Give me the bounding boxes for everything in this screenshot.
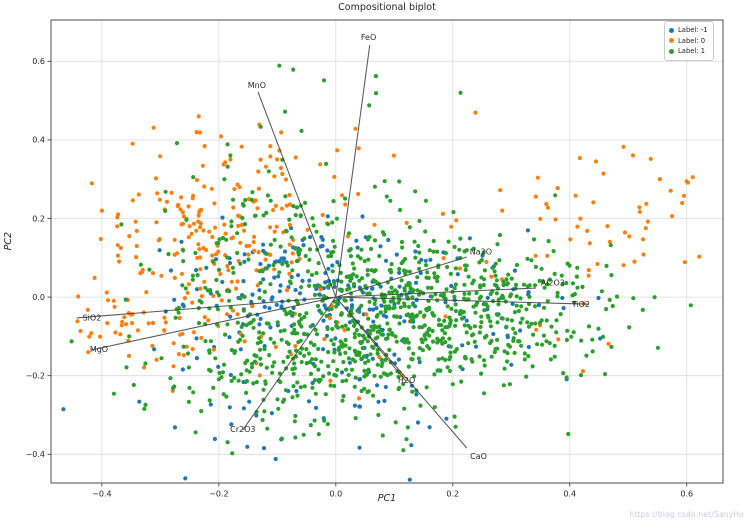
vector-Al2O3 — [335, 287, 536, 298]
legend-entry-label-0: Label: 0 — [669, 36, 708, 47]
y-tick-label: 0.0 — [32, 293, 45, 302]
legend-marker-blue-icon — [669, 27, 674, 33]
vector-MgO — [90, 296, 336, 351]
y-tick-label: 0.2 — [32, 214, 45, 223]
vector-Cr2O3 — [242, 296, 337, 431]
legend-entry-label: Label: 1 — [678, 47, 706, 55]
vector-Na2O — [335, 256, 467, 298]
vector-label-Na2O: Na2O — [470, 248, 492, 257]
loading-vectors — [76, 45, 590, 449]
y-tick-label: 0.4 — [32, 136, 45, 145]
watermark-url: https://blog.csdn.net/SanyHo — [629, 510, 744, 519]
x-tick-label: 0.6 — [680, 490, 693, 499]
vector-CaO — [335, 296, 468, 449]
legend-marker-orange-icon — [669, 38, 674, 44]
vector-label-CaO: CaO — [470, 452, 487, 461]
vector-label-MnO: MnO — [248, 81, 266, 90]
x-tick-label: 0.2 — [446, 490, 459, 499]
chart-title: Compositional biplot — [338, 2, 436, 13]
scatter-series-2 — [69, 63, 693, 456]
vector-SiO2 — [76, 296, 336, 319]
y-tick-label: 0.6 — [32, 57, 45, 66]
legend-entry-label-neg1: Label: -1 — [669, 25, 708, 36]
vector-MnO — [257, 91, 337, 298]
ticks-and-labels: −0.4 −0.2 0.0 0.2 0.4 0.6 −0.4 −0.2 0.0 0.2 0.4 0.6 — [26, 57, 694, 498]
legend-entry-label: Label: -1 — [678, 26, 708, 34]
y-tick-label: −0.4 — [26, 450, 45, 459]
legend-entry-label-1: Label: 1 — [669, 46, 708, 57]
legend-entry-label: Label: 0 — [678, 36, 706, 45]
x-tick-label: −0.2 — [209, 490, 228, 499]
x-tick-label: 0.4 — [563, 490, 576, 499]
x-tick-label: 0.0 — [329, 490, 342, 499]
vector-FeO — [335, 45, 371, 298]
vector-label-H2O: H2O — [398, 376, 415, 385]
legend: Label: -1 Label: 0 Label: 1 — [664, 21, 714, 61]
vector-label-Al2O3: Al2O3 — [541, 279, 565, 288]
vector-label-TiO2: TiO2 — [571, 300, 590, 309]
axes-spines — [50, 19, 724, 484]
gridlines — [51, 20, 723, 483]
loading-vector-labels: FeO MnO Na2O Al2O3 TiO2 SiO2 MgO H2O Cr2O3 CaO — [83, 33, 590, 461]
vector-label-MgO: MgO — [90, 345, 108, 354]
y-tick-label: −0.2 — [26, 372, 45, 381]
vector-label-Cr2O3: Cr2O3 — [230, 425, 255, 434]
y-axis-label: PC2 — [3, 232, 14, 251]
x-tick-label: −0.4 — [92, 490, 111, 499]
legend-marker-green-icon — [669, 48, 674, 54]
vector-TiO2 — [335, 296, 590, 305]
x-axis-label: PC1 — [377, 493, 397, 504]
scatter-series-1 — [75, 110, 702, 401]
vector-label-FeO: FeO — [361, 33, 376, 42]
vector-label-SiO2: SiO2 — [83, 314, 102, 323]
